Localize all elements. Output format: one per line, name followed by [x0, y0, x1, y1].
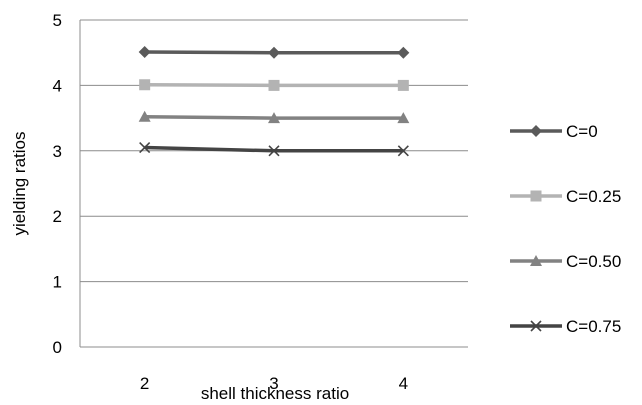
- data-point: [138, 110, 151, 122]
- legend: C=0 C=0.25 C=0.50 C=0.75: [510, 122, 621, 336]
- data-point: [139, 141, 151, 154]
- series-lines: [138, 46, 410, 157]
- data-point: [139, 79, 151, 91]
- data-point: [530, 190, 542, 202]
- data-point: [530, 255, 542, 266]
- data-point: [268, 112, 280, 124]
- data-point: [268, 79, 280, 91]
- data-point-stroke: [139, 141, 151, 154]
- data-point: [268, 46, 280, 59]
- x-tick-labels: 2 3 4: [140, 374, 408, 393]
- data-point-stroke: [268, 145, 280, 157]
- y-tick-labels: 0 1 2 3 4 5: [53, 11, 62, 357]
- y-tick-label: 2: [53, 207, 62, 226]
- data-point: [397, 112, 410, 124]
- x-tick-label: 3: [269, 374, 278, 393]
- y-tick-label: 3: [53, 142, 62, 161]
- gridlines: [79, 19, 468, 348]
- legend-label: C=0.50: [566, 252, 621, 271]
- data-point-stroke: [530, 320, 542, 332]
- data-point: [268, 145, 280, 157]
- legend-label: C=0.25: [566, 187, 621, 206]
- y-tick-label: 4: [53, 76, 62, 95]
- y-tick-label: 1: [53, 273, 62, 292]
- legend-label: C=0: [566, 122, 598, 141]
- data-point: [397, 145, 409, 157]
- legend-label: C=0.75: [566, 317, 621, 336]
- x-axis-title: shell thickness ratio: [201, 384, 349, 403]
- data-point: [530, 320, 542, 332]
- y-tick-label: 0: [53, 338, 62, 357]
- y-axis-title: yielding ratios: [10, 132, 29, 236]
- data-point: [397, 79, 409, 91]
- data-point: [138, 46, 151, 59]
- data-point: [530, 125, 542, 137]
- y-tick-label: 5: [53, 11, 62, 30]
- data-point: [397, 46, 410, 59]
- x-tick-label: 4: [399, 374, 408, 393]
- x-tick-label: 2: [140, 374, 149, 393]
- data-point-stroke: [397, 145, 409, 157]
